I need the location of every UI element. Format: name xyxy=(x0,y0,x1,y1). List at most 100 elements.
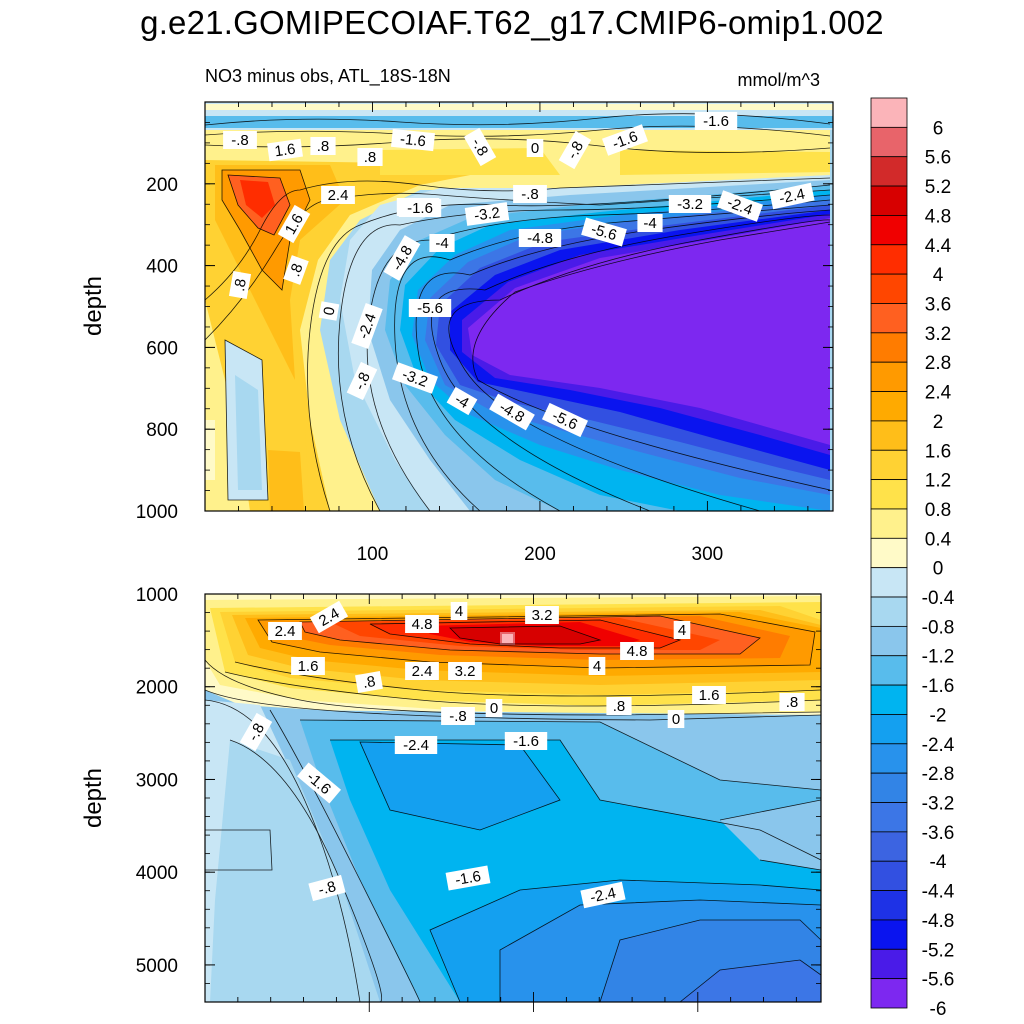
colorbar-level-label: 1.2 xyxy=(925,471,951,492)
svg-text:-.8: -.8 xyxy=(316,878,337,899)
xtick-label: 100 xyxy=(357,544,389,565)
svg-text:-.8: -.8 xyxy=(231,132,249,149)
svg-text:-.8: -.8 xyxy=(521,186,539,203)
contour-label: 0 xyxy=(667,710,685,728)
contour-label: .8 xyxy=(283,255,309,285)
colorbar-level-label: 3.6 xyxy=(925,294,951,315)
colorbar-level-label: 5.2 xyxy=(925,177,951,198)
svg-text:0: 0 xyxy=(320,306,338,317)
svg-text:.8: .8 xyxy=(613,698,626,715)
lower-axes: 1000 2000 3000 4000 5000 xyxy=(136,585,821,1012)
contour-label: -1.6 xyxy=(390,128,436,152)
contour-label: -1.6 xyxy=(504,732,548,750)
contour-label: -4 xyxy=(446,386,478,416)
contour-label: 3.2 xyxy=(448,662,482,680)
colorbar-level-label: 6 xyxy=(933,118,944,139)
svg-text:.8: .8 xyxy=(231,277,250,292)
contour-label: -.8 xyxy=(346,361,378,401)
ytick-label: 4000 xyxy=(136,863,178,884)
contour-label: 4.8 xyxy=(620,642,654,660)
colorbar-level-label: 4.8 xyxy=(925,206,951,227)
colorbar-swatch xyxy=(870,655,908,686)
colorbar-swatch xyxy=(870,508,908,539)
svg-text:1.6: 1.6 xyxy=(298,658,319,675)
contour-label: -.8 xyxy=(558,130,592,170)
contour-label: .8 xyxy=(779,693,805,711)
svg-text:4: 4 xyxy=(593,658,601,675)
contour-label: -.8 xyxy=(513,185,547,203)
svg-text:-.8: -.8 xyxy=(245,720,268,744)
contour-label: -1.6 xyxy=(445,865,491,891)
upper-panel: -.81.6.8.8-1.6 -.8 0 -.8 -1.6-1.62.41.6.8.8-… xyxy=(136,101,834,565)
colorbar-level-label: -0.4 xyxy=(922,588,955,609)
contour-label: -5.6 xyxy=(541,402,589,438)
svg-text:-4: -4 xyxy=(643,215,656,232)
colorbar-swatch xyxy=(870,537,908,569)
colorbar-level-label: 0 xyxy=(933,559,944,580)
contour-label: -.8 xyxy=(308,874,346,902)
colorbar-level-label: -0.8 xyxy=(922,617,955,638)
contour-label: -4 xyxy=(637,214,663,232)
contour-label: -.8 xyxy=(441,707,475,725)
colorbar-swatch xyxy=(870,802,908,833)
contour-label: .8 xyxy=(228,271,252,299)
colorbar-level-label: 4.4 xyxy=(925,236,952,257)
colorbar-swatch xyxy=(870,156,908,187)
svg-text:4.8: 4.8 xyxy=(627,643,648,660)
colorbar: 6 5.6 5.2 4.8 4.4 4 3.6 3.2 2.8 2.4 2 1.6 1.2 0.8 0.4 0… xyxy=(870,97,955,1020)
contour-label: -2.4 xyxy=(580,881,626,909)
variable-label: NO3 minus obs, ATL_18S-18N xyxy=(205,66,451,87)
svg-text:1.6: 1.6 xyxy=(274,141,297,161)
colorbar-level-label: 4 xyxy=(933,265,944,286)
contour-label: 1.6 xyxy=(267,138,303,162)
svg-text:-1.6: -1.6 xyxy=(454,868,482,889)
colorbar-swatch xyxy=(870,772,908,803)
svg-text:.8: .8 xyxy=(361,673,376,692)
contour-label: 1.6 xyxy=(291,657,325,675)
svg-text:-.8: -.8 xyxy=(468,135,491,159)
contour-label: -4.8 xyxy=(518,229,562,247)
colorbar-swatch xyxy=(870,890,908,921)
contour-label: -1.6 xyxy=(694,112,738,130)
svg-text:0: 0 xyxy=(672,711,680,728)
colorbar-swatch xyxy=(870,391,908,422)
contour-label: 1.6 xyxy=(692,686,726,704)
svg-text:0: 0 xyxy=(531,140,539,157)
colorbar-level-label: -4 xyxy=(930,852,947,873)
svg-text:3.2: 3.2 xyxy=(532,607,553,624)
svg-text:-5.6: -5.6 xyxy=(417,300,443,317)
contour-label: 4 xyxy=(588,657,606,675)
colorbar-level-label: 2.8 xyxy=(925,353,951,374)
colorbar-level-label: -1.2 xyxy=(922,647,955,668)
units-label: mmol/m^3 xyxy=(738,70,820,90)
colorbar-level-label: 1.6 xyxy=(925,441,951,462)
ytick-label: 600 xyxy=(146,338,178,359)
colorbar-level-label: -2.4 xyxy=(922,735,955,756)
lower-ylabel: depth xyxy=(80,768,107,828)
svg-text:-3.2: -3.2 xyxy=(677,196,703,213)
contour-label: 4.8 xyxy=(405,615,439,633)
colorbar-level-label: -3.6 xyxy=(922,823,955,844)
svg-text:4: 4 xyxy=(455,603,463,620)
svg-text:-3.2: -3.2 xyxy=(473,204,501,224)
ytick-label: 1000 xyxy=(136,502,178,523)
colorbar-swatch xyxy=(870,596,908,627)
colorbar-swatch xyxy=(870,332,908,363)
contour-label: -2.4 xyxy=(394,736,438,754)
colorbar-swatch xyxy=(870,743,908,774)
contour-label: -1.6 xyxy=(296,762,342,804)
page-title: g.e21.GOMIPECOIAF.T62_g17.CMIP6-omip1.00… xyxy=(140,4,884,41)
contour-label: -.8 xyxy=(223,131,257,149)
svg-text:.8: .8 xyxy=(317,138,330,155)
svg-text:4.8: 4.8 xyxy=(412,616,433,633)
contour-label: -4 xyxy=(429,234,455,252)
colorbar-swatch xyxy=(870,860,908,891)
colorbar-level-label: 3.2 xyxy=(925,324,951,345)
contour-label: -2.4 xyxy=(769,182,815,210)
colorbar-level-label: -2 xyxy=(930,705,947,726)
colorbar-swatch xyxy=(870,831,908,862)
colorbar-swatch xyxy=(870,567,908,598)
ytick-label: 3000 xyxy=(136,770,178,791)
colorbar-swatch xyxy=(870,215,908,246)
